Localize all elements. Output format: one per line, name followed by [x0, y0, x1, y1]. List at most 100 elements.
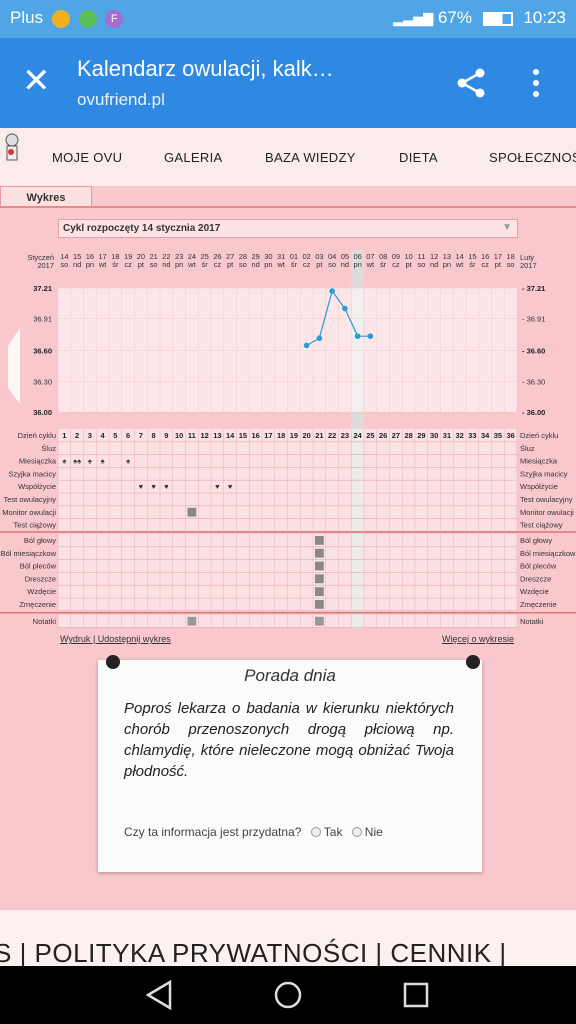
date-label: 14	[455, 252, 463, 261]
nav-item-baza-wiedzy[interactable]: BAZA WIEDZY	[265, 150, 356, 165]
row-label-left: Test owulacyjny	[3, 495, 56, 504]
carrier-label: Plus	[10, 8, 44, 27]
weekday-label: cz	[124, 260, 132, 269]
back-icon[interactable]	[145, 979, 172, 1011]
weekday-label: pt	[405, 260, 412, 269]
radio-yes[interactable]	[310, 826, 321, 837]
close-icon[interactable]: ✕	[22, 62, 51, 100]
cycle-day-label: 29	[417, 431, 425, 440]
app-badge-icon: F	[105, 9, 124, 28]
row-label-left: Współżycie	[18, 482, 56, 491]
cycle-day-label: 31	[443, 431, 451, 440]
weekday-label: pt	[495, 260, 502, 269]
row-label-right: Ból głowy	[520, 536, 552, 545]
cycle-day-label: 32	[455, 431, 463, 440]
cycle-day-label: 11	[188, 431, 196, 440]
date-label: 05	[341, 252, 349, 261]
link-separator: |	[90, 634, 98, 644]
date-label: 31	[277, 252, 285, 261]
tab-panel-border	[0, 206, 576, 230]
tab-wykres[interactable]: Wykres	[0, 186, 92, 208]
row-label-right: Monitor owulacji	[520, 508, 574, 517]
date-label: 13	[443, 252, 451, 261]
date-label: 19	[124, 252, 132, 261]
cycle-day-label: 10	[175, 431, 183, 440]
weekday-label: wt	[98, 260, 107, 269]
date-label: 17	[98, 252, 106, 261]
weekday-label: pn	[353, 260, 361, 269]
nav-item-moje-ovu[interactable]: MOJE OVU	[52, 150, 123, 165]
weekday-label: cz	[214, 260, 222, 269]
note-mark	[187, 616, 197, 626]
previous-cycle-icon[interactable]	[8, 328, 20, 404]
more-about-chart-link[interactable]: Więcej o wykresie	[441, 634, 514, 644]
chart-links: Wydruk | Udostępnij wykres	[60, 634, 171, 644]
row-label-right: Szyjka macicy	[520, 469, 568, 478]
date-label: 30	[264, 252, 272, 261]
cycle-select-value: Cykl rozpoczęty 14 stycznia 2017	[63, 223, 221, 234]
pin-icon	[106, 655, 120, 669]
row-label-left: Test ciążowy	[13, 521, 56, 530]
cycle-day-label: 26	[379, 431, 387, 440]
weekday-label: wt	[455, 260, 464, 269]
page-title: Kalendarz owulacji, kalk…	[77, 56, 334, 81]
radio-no[interactable]	[351, 826, 362, 837]
tip-title: Porada dnia	[244, 666, 336, 685]
weekday-label: cz	[392, 260, 400, 269]
date-label: 29	[251, 252, 259, 261]
date-label: 28	[239, 252, 247, 261]
temperature-point	[367, 333, 374, 339]
date-label: 15	[73, 252, 81, 261]
android-nav-bar	[0, 966, 576, 1024]
intercourse-icon: ♥	[139, 482, 144, 491]
weekday-label: śr	[469, 260, 476, 269]
date-label: 21	[149, 252, 157, 261]
logo-icon[interactable]	[2, 132, 22, 164]
row-label-left: Monitor owulacji	[2, 508, 56, 517]
month-start-label: Styczeń	[27, 253, 54, 262]
cycle-select[interactable]: Cykl rozpoczęty 14 stycznia 2017 ▼	[58, 219, 518, 238]
date-label: 02	[302, 252, 310, 261]
cycle-day-label: 9	[164, 431, 168, 440]
y-tick-label-left: 36.00	[33, 408, 52, 417]
nav-item-dieta[interactable]: DIETA	[399, 150, 438, 165]
row-label-right: Test owulacyjny	[520, 495, 573, 504]
row-label-right: Dreszcze	[520, 574, 551, 583]
cycle-day-label: 7	[139, 431, 143, 440]
home-icon[interactable]	[274, 981, 302, 1009]
share-chart-link[interactable]: Udostępnij wykres	[97, 634, 171, 644]
temperature-point	[303, 342, 310, 349]
cycle-day-label: 36	[506, 431, 514, 440]
clock: 10:23	[523, 8, 566, 27]
weekday-label: nd	[251, 260, 259, 269]
y-tick-label-right: - 37.21	[522, 284, 545, 293]
weekday-label: śr	[380, 260, 387, 269]
cycle-day-label: 15	[239, 431, 247, 440]
row-label-left: Śluz	[41, 444, 56, 453]
symptom-mark	[315, 574, 324, 584]
cycle-day-label: 2	[75, 431, 79, 440]
print-link[interactable]: Wydruk	[60, 634, 91, 644]
cycle-day-label: 6	[126, 431, 130, 440]
row-label-right: Wzdęcie	[520, 587, 549, 596]
footer-links[interactable]: S | POLITYKA PRYWATNOŚCI | CENNIK |	[0, 938, 507, 968]
nav-item-galeria[interactable]: GALERIA	[164, 150, 223, 165]
symptom-mark	[315, 548, 324, 558]
more-options-icon[interactable]	[530, 68, 542, 98]
page-url: ovufriend.pl	[77, 90, 165, 109]
menstruation-icon: ♠♠	[73, 457, 81, 466]
recents-icon[interactable]	[403, 982, 429, 1008]
nav-item-spolecznosc[interactable]: SPOŁECZNOŚĆ	[489, 150, 576, 165]
battery-percent: 67%	[437, 8, 472, 27]
temperature-point	[316, 335, 323, 342]
date-label: 27	[226, 252, 234, 261]
temperature-point	[329, 288, 335, 294]
weekday-label: so	[239, 260, 247, 269]
weekday-label: pt	[227, 260, 234, 269]
row-label-right: Dzień cyklu	[520, 431, 558, 440]
cycle-day-label: 28	[404, 431, 412, 440]
weekday-label: wt	[187, 260, 196, 269]
cycle-day-label: 22	[328, 431, 336, 440]
share-icon[interactable]	[454, 66, 488, 100]
note-mark	[315, 616, 324, 626]
